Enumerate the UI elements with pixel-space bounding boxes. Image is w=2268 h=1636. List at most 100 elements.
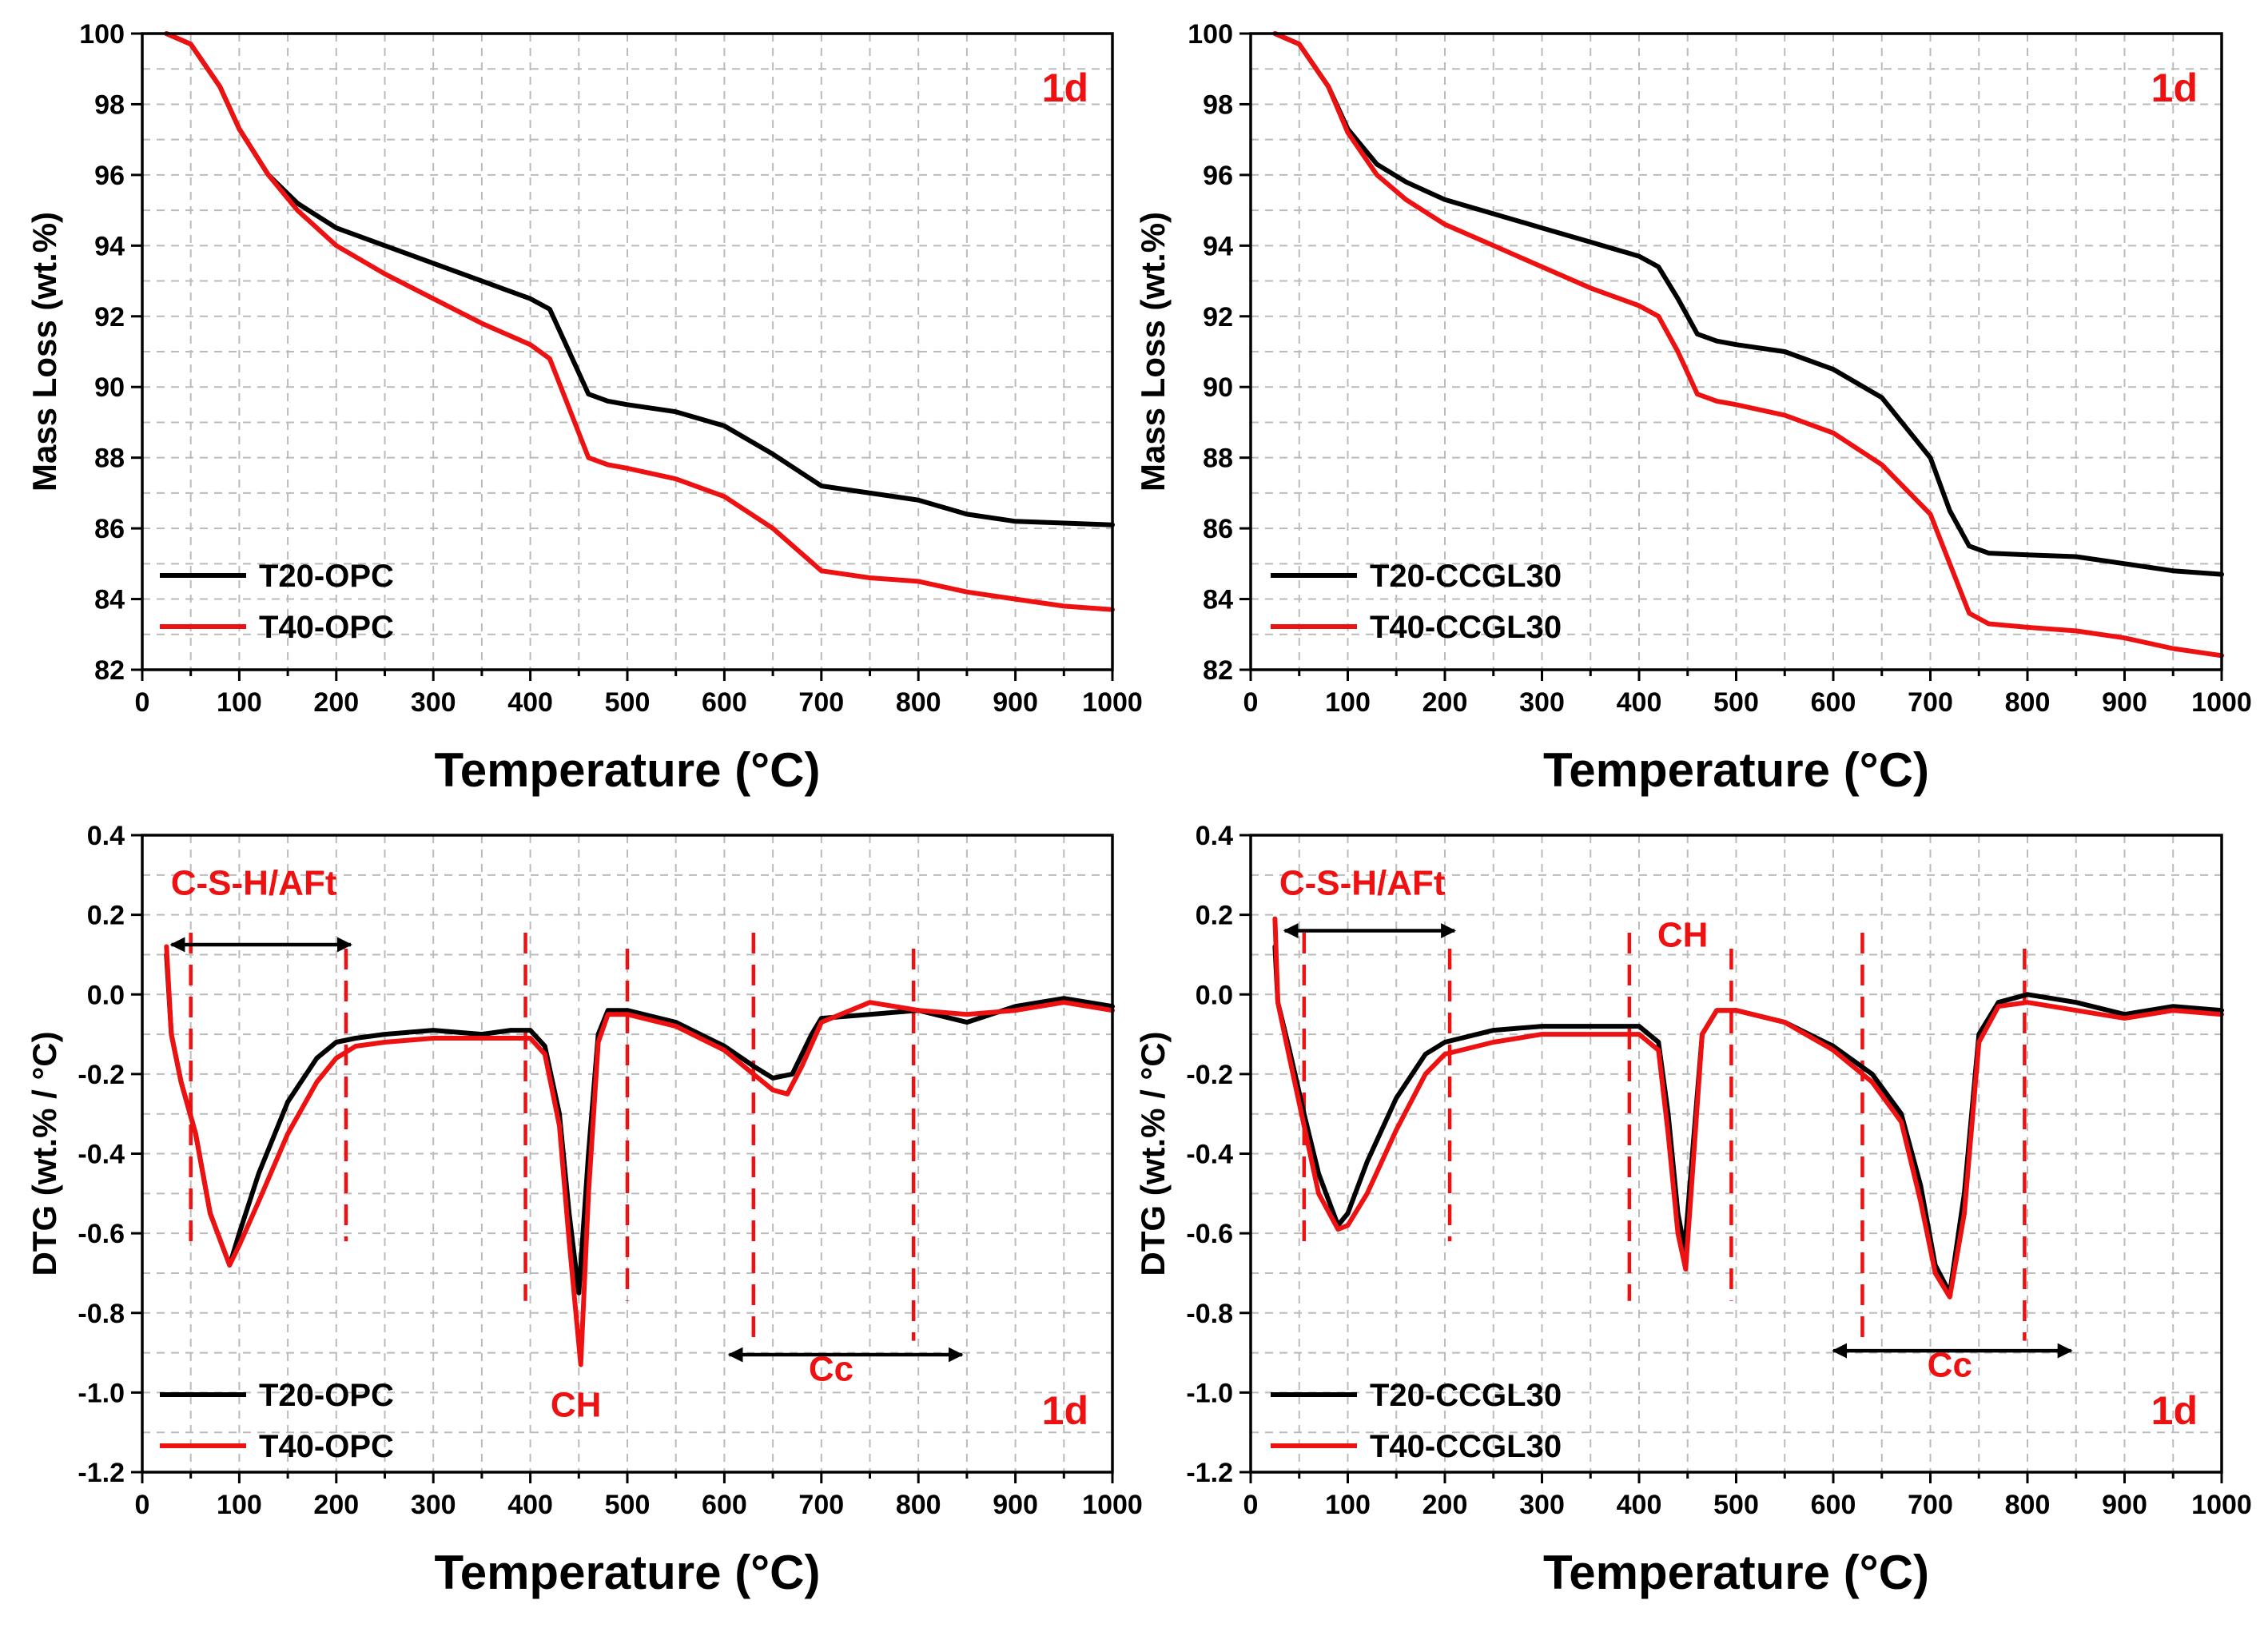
- y-tick-label: 94: [1203, 231, 1233, 261]
- x-tick-label: 600: [1811, 1490, 1856, 1520]
- x-tick-label: 700: [798, 687, 844, 718]
- x-tick-label: 900: [2102, 687, 2147, 718]
- annotation-label: CH: [1657, 915, 1709, 954]
- x-tick-label: 1000: [2191, 1490, 2252, 1520]
- x-tick-label: 700: [798, 1490, 844, 1520]
- x-tick-label: 100: [217, 1490, 262, 1520]
- y-tick-label: -0.2: [1186, 1060, 1233, 1090]
- x-tick-label: 600: [1811, 687, 1856, 718]
- annotation-label: C-S-H/AFt: [1279, 864, 1446, 903]
- x-tick-label: 700: [1908, 1490, 1953, 1520]
- x-tick-label: 800: [2005, 1490, 2051, 1520]
- legend-entry: T20-CCGL30: [1370, 1378, 1562, 1413]
- panel-label: 1d: [2151, 1388, 2198, 1433]
- panel-label: 1d: [2151, 66, 2198, 110]
- x-tick-label: 200: [313, 687, 359, 718]
- y-tick-label: 98: [94, 90, 125, 120]
- x-tick-label: 1000: [1082, 1490, 1143, 1520]
- x-tick-label: 900: [993, 687, 1038, 718]
- y-tick-label: 0.4: [87, 821, 125, 851]
- x-tick-label: 600: [702, 1490, 747, 1520]
- y-tick-label: 0.2: [87, 901, 125, 931]
- legend-entry: T40-CCGL30: [1370, 1429, 1562, 1464]
- series-line-t20-ccgl30: [1272, 31, 2224, 577]
- y-tick-label: 0.0: [1196, 980, 1233, 1010]
- x-tick-label: 600: [702, 687, 747, 718]
- series-line-t40-ccgl30: [1272, 31, 2224, 659]
- y-axis-label: Mass Loss (wt.%): [1134, 212, 1172, 492]
- x-tick-label: 1000: [1082, 687, 1143, 718]
- x-tick-label: 0: [135, 1490, 150, 1520]
- series-line-t20-opc: [164, 952, 1115, 1296]
- y-tick-label: 88: [1203, 444, 1233, 474]
- y-tick-label: -0.8: [1186, 1299, 1233, 1329]
- x-tick-label: 200: [1422, 1490, 1468, 1520]
- series-line-t20-ccgl30: [1272, 944, 2224, 1296]
- x-tick-label: 500: [1713, 687, 1759, 718]
- y-tick-label: 94: [94, 231, 125, 261]
- y-tick-label: -0.4: [78, 1140, 125, 1170]
- series-line-t20-opc: [164, 31, 1115, 527]
- legend-entry: T40-OPC: [259, 610, 394, 645]
- x-tick-label: 900: [993, 1490, 1038, 1520]
- y-tick-label: 0.4: [1196, 821, 1233, 851]
- y-tick-label: -0.6: [1186, 1219, 1233, 1249]
- x-tick-label: 300: [411, 687, 456, 718]
- y-tick-label: -0.6: [78, 1219, 125, 1249]
- y-tick-label: 100: [1188, 19, 1233, 50]
- y-axis-label: DTG (wt.% / °C): [26, 1031, 63, 1276]
- y-tick-label: -0.2: [78, 1060, 125, 1090]
- chart-panel-1: 0 100 200 300 400 500 600 700 800 900 1000 82 84 86 88…: [26, 19, 1143, 797]
- x-tick-label: 800: [896, 1490, 941, 1520]
- y-tick-label: 92: [1203, 302, 1233, 332]
- y-tick-label: -1.0: [78, 1378, 125, 1408]
- legend-entry: T40-OPC: [259, 1429, 394, 1464]
- x-tick-label: 500: [605, 1490, 651, 1520]
- x-tick-label: 300: [1519, 1490, 1565, 1520]
- y-tick-label: 96: [1203, 161, 1233, 191]
- y-tick-label: 82: [94, 655, 125, 686]
- y-tick-label: 100: [79, 19, 125, 50]
- annotation-label: CH: [551, 1385, 602, 1424]
- x-tick-label: 0: [135, 687, 150, 718]
- chart-panel-4: 0 100 200 300 400 500 600 700 800 900 1000 -1.2 -1.0…: [1134, 821, 2252, 1599]
- x-tick-label: 100: [1325, 687, 1371, 718]
- series-line-t40-opc: [164, 31, 1115, 612]
- y-axis-label: Mass Loss (wt.%): [26, 212, 63, 492]
- series-line-t40-opc: [164, 944, 1115, 1367]
- annotation-label: Cc: [1928, 1345, 1972, 1384]
- y-tick-label: 0.0: [87, 980, 125, 1010]
- x-tick-label: 0: [1243, 687, 1259, 718]
- chart-panel-3: 0 100 200 300 400 500 600 700 800 900 1000 -1.2 -1.0…: [26, 821, 1143, 1599]
- legend-entry: T20-CCGL30: [1370, 559, 1562, 594]
- x-tick-label: 400: [1617, 687, 1662, 718]
- x-tick-label: 500: [605, 687, 651, 718]
- y-tick-label: 86: [1203, 514, 1233, 544]
- y-axis-label: DTG (wt.% / °C): [1134, 1031, 1172, 1276]
- y-tick-label: -1.2: [1186, 1458, 1233, 1488]
- y-tick-label: 84: [1203, 585, 1233, 615]
- y-tick-label: -1.2: [78, 1458, 125, 1488]
- y-tick-label: 0.2: [1196, 901, 1233, 931]
- x-axis-label: Temperature (°C): [1543, 1546, 1929, 1599]
- x-tick-label: 200: [1422, 687, 1468, 718]
- y-tick-label: 86: [94, 514, 125, 544]
- y-tick-label: 84: [94, 585, 125, 615]
- x-tick-label: 400: [507, 687, 553, 718]
- legend-entry: T40-CCGL30: [1370, 610, 1562, 645]
- y-tick-label: -1.0: [1186, 1378, 1233, 1408]
- x-axis-label: Temperature (°C): [1543, 743, 1929, 797]
- x-tick-label: 400: [1617, 1490, 1662, 1520]
- x-tick-label: 1000: [2191, 687, 2252, 718]
- y-tick-label: 96: [94, 161, 125, 191]
- y-tick-label: 90: [94, 372, 125, 403]
- x-axis-label: Temperature (°C): [435, 1546, 821, 1599]
- x-tick-label: 0: [1243, 1490, 1259, 1520]
- y-tick-label: 90: [1203, 372, 1233, 403]
- x-tick-label: 800: [2005, 687, 2051, 718]
- series-line-t40-ccgl30: [1272, 916, 2224, 1300]
- x-tick-label: 300: [411, 1490, 456, 1520]
- chart-panel-2: 0 100 200 300 400 500 600 700 800 900 1000 82 84 86 88…: [1134, 19, 2252, 797]
- x-tick-label: 200: [313, 1490, 359, 1520]
